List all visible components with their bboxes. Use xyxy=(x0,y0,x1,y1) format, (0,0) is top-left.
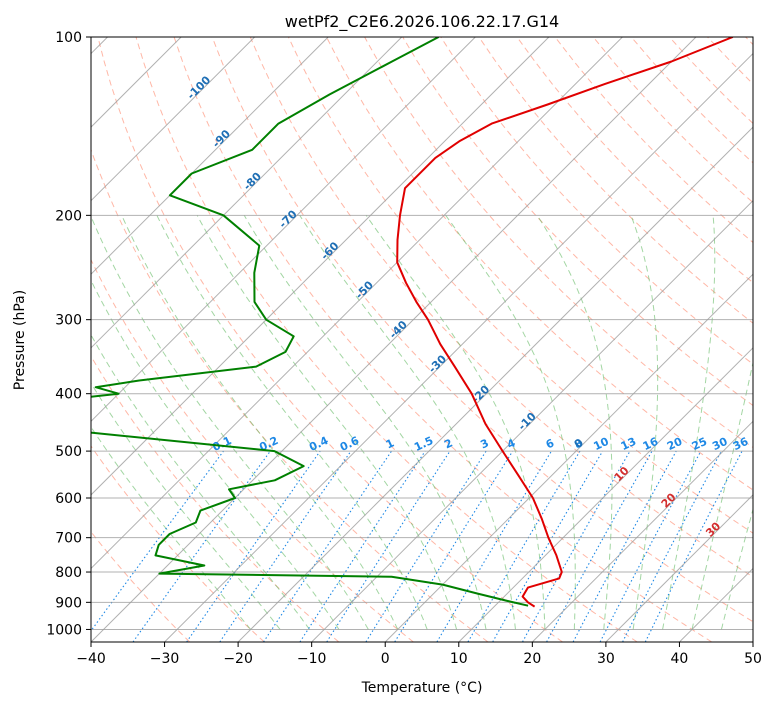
isotherm-label: -30 xyxy=(426,352,449,375)
dry-adiabat-line xyxy=(136,37,637,642)
plot-frame xyxy=(91,37,753,642)
isotherm-line xyxy=(532,37,775,642)
y-tick-label: 800 xyxy=(55,565,82,581)
mixing-ratio-label: 10 xyxy=(592,435,612,453)
mixing-ratio-label: 13 xyxy=(619,435,638,453)
moist-adiabat-line xyxy=(663,215,715,629)
x-tick-label: 30 xyxy=(597,651,615,667)
mixing-ratio-line xyxy=(83,451,224,642)
isotherm-line xyxy=(459,37,775,642)
mixing-ratio-label: 25 xyxy=(690,435,709,453)
isotherm-label: -40 xyxy=(387,318,410,341)
x-tick-label: −40 xyxy=(76,651,106,667)
mixing-ratio-line xyxy=(366,451,486,642)
moist-adiabat-line xyxy=(300,215,516,629)
isotherm-line xyxy=(238,37,775,642)
mixing-ratio-line xyxy=(645,451,742,642)
y-tick-label: 400 xyxy=(55,387,82,403)
moist-adiabat-line xyxy=(63,215,339,629)
dry-adiabat-line xyxy=(0,37,190,642)
y-tick-label: 1000 xyxy=(46,622,82,638)
isotherm-label: -90 xyxy=(210,127,233,150)
dry-adiabat-line xyxy=(746,37,775,642)
isotherm-line xyxy=(679,37,775,642)
moist-adiabat-line xyxy=(446,215,576,629)
y-tick-label: 600 xyxy=(55,491,82,507)
isotherm-line xyxy=(0,37,255,642)
moist-adiabat-line xyxy=(631,215,658,629)
y-tick-label: 300 xyxy=(55,313,82,329)
y-tick-label: 500 xyxy=(55,444,82,460)
dry-adiabat-line xyxy=(441,37,775,642)
x-tick-label: −30 xyxy=(150,651,180,667)
dry-adiabat-line xyxy=(593,37,775,642)
moist-adiabat-line xyxy=(721,215,775,629)
isotherm-line xyxy=(385,37,775,642)
mixing-ratio-label: 4 xyxy=(505,436,518,451)
mixing-ratio-line xyxy=(437,451,552,642)
mixing-ratio-label: 3 xyxy=(478,436,490,451)
isotherm-line xyxy=(0,37,402,642)
mixing-ratio-line xyxy=(220,451,351,642)
x-tick-label: −10 xyxy=(297,651,327,667)
x-tick-label: 10 xyxy=(450,651,468,667)
dry-adiabat-line xyxy=(98,37,563,642)
isotherm-line xyxy=(165,37,770,642)
x-tick-label: 40 xyxy=(671,651,689,667)
dry-adiabat-line xyxy=(22,37,414,642)
y-tick-label: 700 xyxy=(55,531,82,547)
dry-adiabat-line xyxy=(0,37,339,642)
isotherm-label: 20 xyxy=(659,490,679,510)
isotherm-line xyxy=(753,37,775,642)
isotherm-label: -60 xyxy=(318,239,341,262)
x-tick-label: −20 xyxy=(223,651,253,667)
moist-adiabat-line xyxy=(244,215,486,629)
isotherm-label: -10 xyxy=(516,410,539,433)
isotherm-label: 40 xyxy=(748,548,768,568)
moist-adiabat-line xyxy=(0,215,251,629)
y-tick-label: 100 xyxy=(55,30,82,46)
y-tick-label: 200 xyxy=(55,208,82,224)
isotherm-line xyxy=(17,37,622,642)
x-axis-label: Temperature (°C) xyxy=(361,680,483,696)
isotherm-label: 30 xyxy=(703,519,723,539)
mixing-ratio-label: 20 xyxy=(665,435,685,453)
isotherm-label: -50 xyxy=(353,278,376,301)
dry-adiabat-line xyxy=(669,37,775,642)
y-tick-label: 900 xyxy=(55,595,82,611)
dry-adiabat-line xyxy=(479,37,775,642)
x-tick-label: 0 xyxy=(381,651,390,667)
mixing-ratio-label: 2 xyxy=(442,436,454,451)
isotherm-line xyxy=(312,37,775,642)
chart-title: wetPf2_C2E6.2026.106.22.17.G14 xyxy=(285,12,559,32)
mixing-ratio-label: 6 xyxy=(544,436,557,451)
mixing-ratio-line xyxy=(300,451,425,642)
x-tick-label: 50 xyxy=(744,651,762,667)
dry-adiabat-line xyxy=(517,37,775,642)
mixing-ratio-label: 16 xyxy=(641,435,661,453)
mixing-ratio-line xyxy=(547,451,652,642)
isotherm-label: -70 xyxy=(277,207,300,230)
mixing-ratio-line xyxy=(327,451,450,642)
moist-adiabat-line xyxy=(197,215,456,629)
dry-adiabat-line xyxy=(0,37,264,642)
x-tick-label: 20 xyxy=(523,651,541,667)
moist-adiabat-line xyxy=(692,215,775,629)
y-axis-label: Pressure (hPa) xyxy=(12,290,28,390)
mixing-ratio-label: 30 xyxy=(710,435,730,453)
isotherm-label: -80 xyxy=(241,170,264,193)
